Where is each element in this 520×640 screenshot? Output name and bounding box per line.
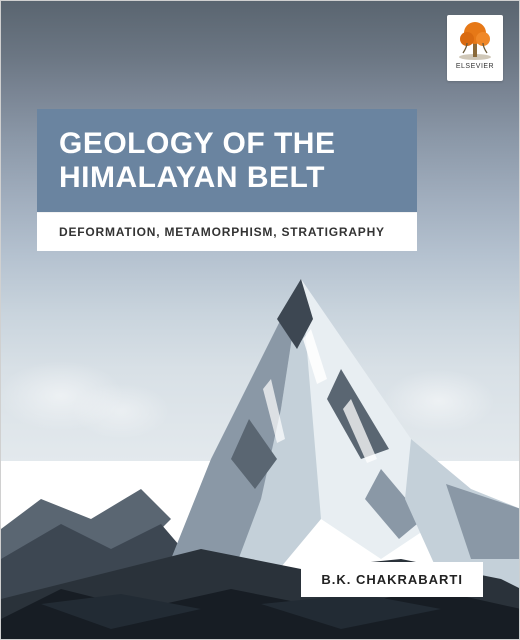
book-cover: ELSEVIER GEOLOGY OF THE HIMALAYAN BELT D… bbox=[0, 0, 520, 640]
title-block: GEOLOGY OF THE HIMALAYAN BELT DEFORMATIO… bbox=[37, 109, 417, 251]
elsevier-tree-icon bbox=[453, 19, 497, 61]
publisher-logo: ELSEVIER bbox=[447, 15, 503, 81]
title-panel: GEOLOGY OF THE HIMALAYAN BELT bbox=[37, 109, 417, 212]
title-line-2: HIMALAYAN BELT bbox=[59, 161, 357, 195]
publisher-name: ELSEVIER bbox=[456, 63, 494, 70]
author-box: B.K. CHAKRABARTI bbox=[301, 562, 483, 597]
subtitle-panel: DEFORMATION, METAMORPHISM, STRATIGRAPHY bbox=[37, 212, 417, 251]
subtitle-text: DEFORMATION, METAMORPHISM, STRATIGRAPHY bbox=[59, 225, 395, 239]
author-name: B.K. CHAKRABARTI bbox=[321, 572, 463, 587]
title-line-1: GEOLOGY OF THE bbox=[59, 127, 357, 161]
